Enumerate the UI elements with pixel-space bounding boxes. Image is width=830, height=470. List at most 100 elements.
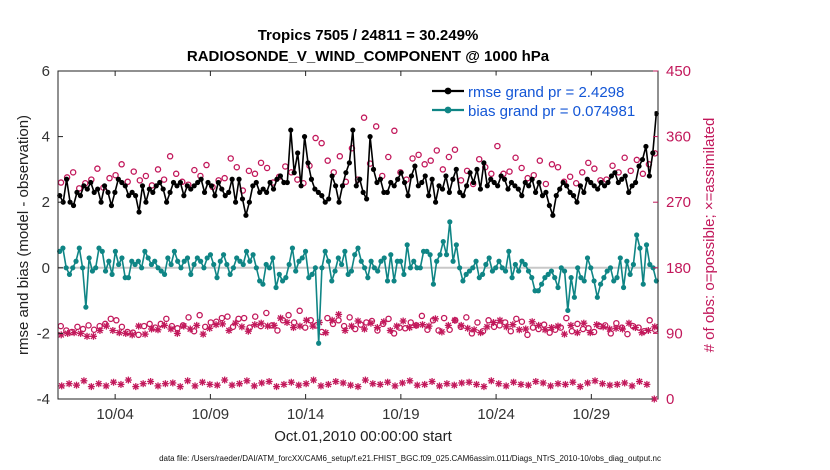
obs-possible-point [357,321,365,328]
obs-possible-point [240,314,248,322]
obs-assimilated-point [102,382,110,390]
asterisk-stroke [580,320,587,327]
asterisk-stroke [283,319,291,326]
obs-possible-point [172,170,180,178]
bias-point [247,258,253,264]
obs-assimilated-point [606,381,614,389]
asterisk-stroke [535,322,542,329]
asterisk-stroke [329,317,336,324]
y2-tick-label: 450 [666,63,691,80]
rmse-point [553,193,559,199]
asterisk-stroke [645,327,652,334]
bias-point [237,258,243,264]
bias-point [620,284,627,291]
bias-point [630,261,637,268]
obs-possible-point [548,161,556,168]
rmse-point [339,183,346,189]
asterisk-stroke [451,317,458,324]
obs-assimilated-point [522,325,530,333]
obs-assimilated-point [619,325,627,333]
rmse-point [388,179,394,186]
obs-possible-point [463,314,470,321]
rmse-point [439,186,446,192]
asterisk-stroke [362,376,369,384]
bias-point [561,268,568,274]
asterisk-stroke [542,326,549,333]
rmse-point [526,183,532,189]
rmse-point [243,212,249,218]
rmse-point [70,202,77,209]
obs-possible-point [372,123,380,130]
asterisk-stroke [638,329,645,336]
asterisk-stroke [547,382,554,389]
obs-assimilated-point [457,321,465,329]
asterisk-stroke [71,329,78,336]
bias-point [430,281,437,287]
obs-possible-point [475,155,483,163]
obs-possible-point [190,327,198,335]
obs-possible-point [251,313,259,320]
bias-point [283,275,289,281]
obs-assimilated-point [173,329,181,337]
asterisk-stroke [488,377,495,384]
rmse-point [395,176,401,182]
obs-assimilated-point [135,322,143,330]
obs-assimilated-point [560,330,568,338]
rmse-point [636,163,642,169]
obs-possible-point [646,317,653,324]
asterisk-stroke [419,321,426,328]
obs-assimilated-point [57,331,65,339]
bias-point [125,275,132,281]
rmse-point [126,193,132,199]
rmse-point [470,179,477,186]
bias-point [584,255,591,261]
bias-point [171,248,177,254]
bias-point [217,258,223,264]
rmse-point [574,199,580,205]
bias-point [427,252,433,258]
rmse-point [108,202,115,209]
asterisk-stroke [569,379,576,386]
obs-assimilated-point [139,380,147,388]
asterisk-stroke [335,311,342,318]
rmse-point [581,189,587,195]
obs-possible-point [391,127,398,135]
rmse-point [67,199,73,205]
obs-assimilated-point [206,324,214,332]
obs-possible-point [166,153,174,160]
obs-possible-point [574,320,581,328]
asterisk-stroke [529,318,536,325]
bias-point [375,268,381,274]
obs-assimilated-point [412,321,420,329]
bias-point [119,255,125,261]
bias-point [116,261,122,268]
obs-possible-point [572,179,580,187]
obs-assimilated-point [199,330,207,338]
bias-point [253,265,259,271]
asterisk-stroke [451,382,458,389]
obs-assimilated-point [332,378,340,386]
obs-possible-point [203,161,210,169]
asterisk-stroke [264,323,271,330]
bias-point [155,265,161,271]
bias-point [581,278,587,284]
obs-possible-point [621,154,628,161]
obs-assimilated-point [635,378,643,386]
obs-assimilated-point [361,376,369,384]
rmse-point [601,183,608,189]
rmse-point [195,179,201,186]
obs-possible-point [124,178,131,186]
obs-assimilated-point [580,319,588,327]
asterisk-stroke [325,381,332,388]
asterisk-stroke [399,379,406,387]
rmse-point [253,179,259,186]
obs-possible-point [421,161,428,168]
data-file-footer: data file: /Users/raeder/DAI/ATM_forcXX/… [159,454,661,463]
rmse-point [557,186,563,192]
obs-assimilated-point [496,316,504,324]
rmse-point [250,183,256,189]
obs-assimilated-point [58,382,66,390]
obs-assimilated-point [584,379,592,387]
obs-possible-point [451,146,459,153]
obs-assimilated-point [109,326,117,334]
